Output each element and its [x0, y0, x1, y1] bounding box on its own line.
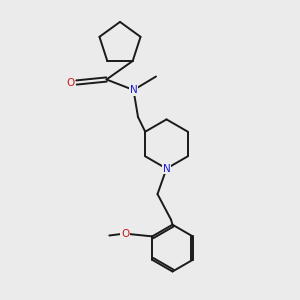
Text: O: O — [66, 77, 75, 88]
Text: O: O — [121, 229, 129, 239]
Text: N: N — [163, 164, 170, 174]
Text: N: N — [130, 85, 137, 95]
